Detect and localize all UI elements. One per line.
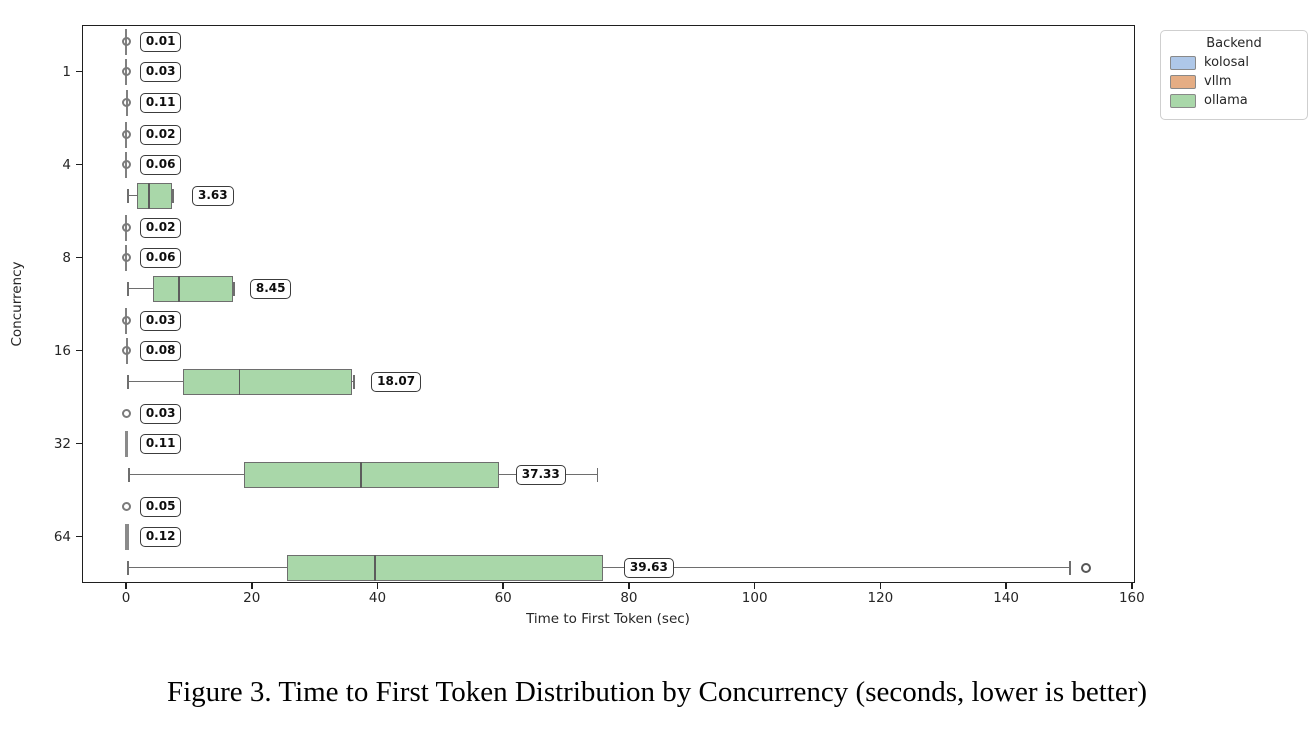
outlier-ring-vllm-c1 [121,67,131,76]
legend-entry-vllm: vllm [1170,74,1298,89]
x-tick-mark [753,583,756,589]
y-tick-mark [76,256,82,259]
x-tick-label: 120 [867,590,894,606]
x-tick-label: 40 [368,590,387,606]
median-line-ollama-c64 [374,554,376,581]
x-tick-label: 160 [1118,590,1145,606]
whisker-cap-high-ollama-c64 [1069,560,1072,575]
x-tick-mark [502,583,504,589]
median-line-ollama-c16 [238,368,241,395]
x-tick-mark [1131,583,1133,589]
outlier-ring-kolosal-c32 [121,409,131,418]
outlier-ring-vllm-c8 [121,253,131,262]
box-ollama-c32 [243,461,500,488]
legend-swatch-ollama [1170,93,1196,108]
legend-entry-ollama: ollama [1170,93,1298,108]
legend: Backend kolosal vllm ollama [1160,30,1308,120]
median-line-ollama-c8 [178,275,180,302]
outlier-ring-kolosal-c64 [121,502,131,511]
x-tick-mark [376,583,379,589]
outlier-ring-kolosal-c8 [121,223,131,232]
y-tick-label: 8 [62,249,71,266]
x-tick-label: 140 [993,590,1020,606]
outlier-ring-kolosal-c4 [121,130,131,139]
collapsed-box-vllm-c64 [125,523,129,550]
legend-label-kolosal: kolosal [1204,55,1249,70]
median-annotation-vllm-c16: 0.08 [139,340,182,361]
median-line-ollama-c32 [359,461,362,488]
y-tick-label: 64 [53,528,71,545]
median-annotation-ollama-c4: 3.63 [192,185,234,206]
whisker-cap-low-ollama-c16 [127,374,129,389]
median-annotation-ollama-c32: 37.33 [515,464,566,485]
median-annotation-kolosal-c16: 0.03 [139,310,182,331]
x-tick-label: 60 [494,590,512,606]
x-tick-label: 0 [121,590,131,606]
y-tick-label: 16 [53,342,71,359]
median-annotation-kolosal-c8: 0.02 [139,217,182,238]
median-line-ollama-c4 [147,182,150,209]
y-tick-mark [76,349,82,352]
median-annotation-vllm-c1: 0.03 [139,61,182,82]
y-tick-mark [76,163,82,166]
median-annotation-ollama-c64: 39.63 [623,557,674,578]
median-annotation-vllm-c4: 0.06 [139,154,182,175]
whisker-cap-high-ollama-c16 [353,374,355,389]
x-tick-mark [125,583,127,589]
whisker-cap-high-ollama-c8 [233,281,235,296]
outlier-ring-ollama-c1 [122,98,132,107]
whisker-cap-low-ollama-c64 [127,560,129,575]
whisker-cap-low-ollama-c32 [128,467,130,482]
figure-caption: Figure 3. Time to First Token Distributi… [166,676,1148,708]
collapsed-box-vllm-c32 [124,430,129,457]
box-ollama-c4 [136,182,172,209]
outlier-ring-vllm-c16 [122,346,131,355]
outlier-ring-kolosal-c1 [121,37,131,46]
median-annotation-kolosal-c4: 0.02 [139,124,182,145]
plot-area [82,25,1135,583]
legend-entries: kolosal vllm ollama [1170,55,1298,108]
median-annotation-vllm-c64: 0.12 [139,526,182,547]
x-tick-label: 100 [741,590,768,606]
legend-label-vllm: vllm [1204,74,1232,89]
box-ollama-c16 [182,368,353,395]
legend-swatch-kolosal [1170,55,1196,70]
y-tick-mark [76,70,82,73]
median-annotation-ollama-c1: 0.11 [139,92,182,113]
x-tick-mark [1005,583,1007,589]
whisker-cap-low-ollama-c8 [127,281,129,296]
y-tick-mark [76,535,82,538]
x-tick-mark [628,583,630,589]
median-annotation-kolosal-c32: 0.03 [139,403,182,424]
y-axis-title: Concurrency [9,261,25,347]
whisker-cap-low-ollama-c4 [127,188,129,203]
legend-entry-kolosal: kolosal [1170,55,1298,70]
x-tick-label: 20 [243,590,261,606]
median-annotation-ollama-c16: 18.07 [371,371,422,392]
legend-swatch-vllm [1170,74,1196,89]
x-tick-mark [879,583,882,589]
x-tick-mark [250,583,253,589]
legend-title: Backend [1206,36,1262,51]
whisker-cap-high-ollama-c32 [596,467,599,482]
y-tick-mark [76,442,82,445]
median-annotation-ollama-c8: 8.45 [249,278,292,299]
outlier-ring-kolosal-c16 [121,316,131,325]
y-tick-label: 1 [62,63,71,80]
x-axis-title: Time to First Token (sec) [526,611,690,627]
legend-label-ollama: ollama [1204,93,1248,108]
outlier-ring-vllm-c4 [121,160,131,169]
median-annotation-vllm-c8: 0.06 [139,247,182,268]
y-tick-label: 4 [62,156,71,173]
outlier-ring-ollama-c64 [1080,562,1091,573]
whisker-cap-high-ollama-c4 [172,188,174,203]
median-annotation-vllm-c32: 0.11 [139,433,182,454]
box-ollama-c8 [153,275,233,302]
y-tick-label: 32 [53,435,71,452]
x-tick-label: 80 [620,590,638,606]
box-ollama-c64 [286,554,604,581]
median-annotation-kolosal-c1: 0.01 [139,31,182,52]
median-annotation-kolosal-c64: 0.05 [139,496,182,517]
